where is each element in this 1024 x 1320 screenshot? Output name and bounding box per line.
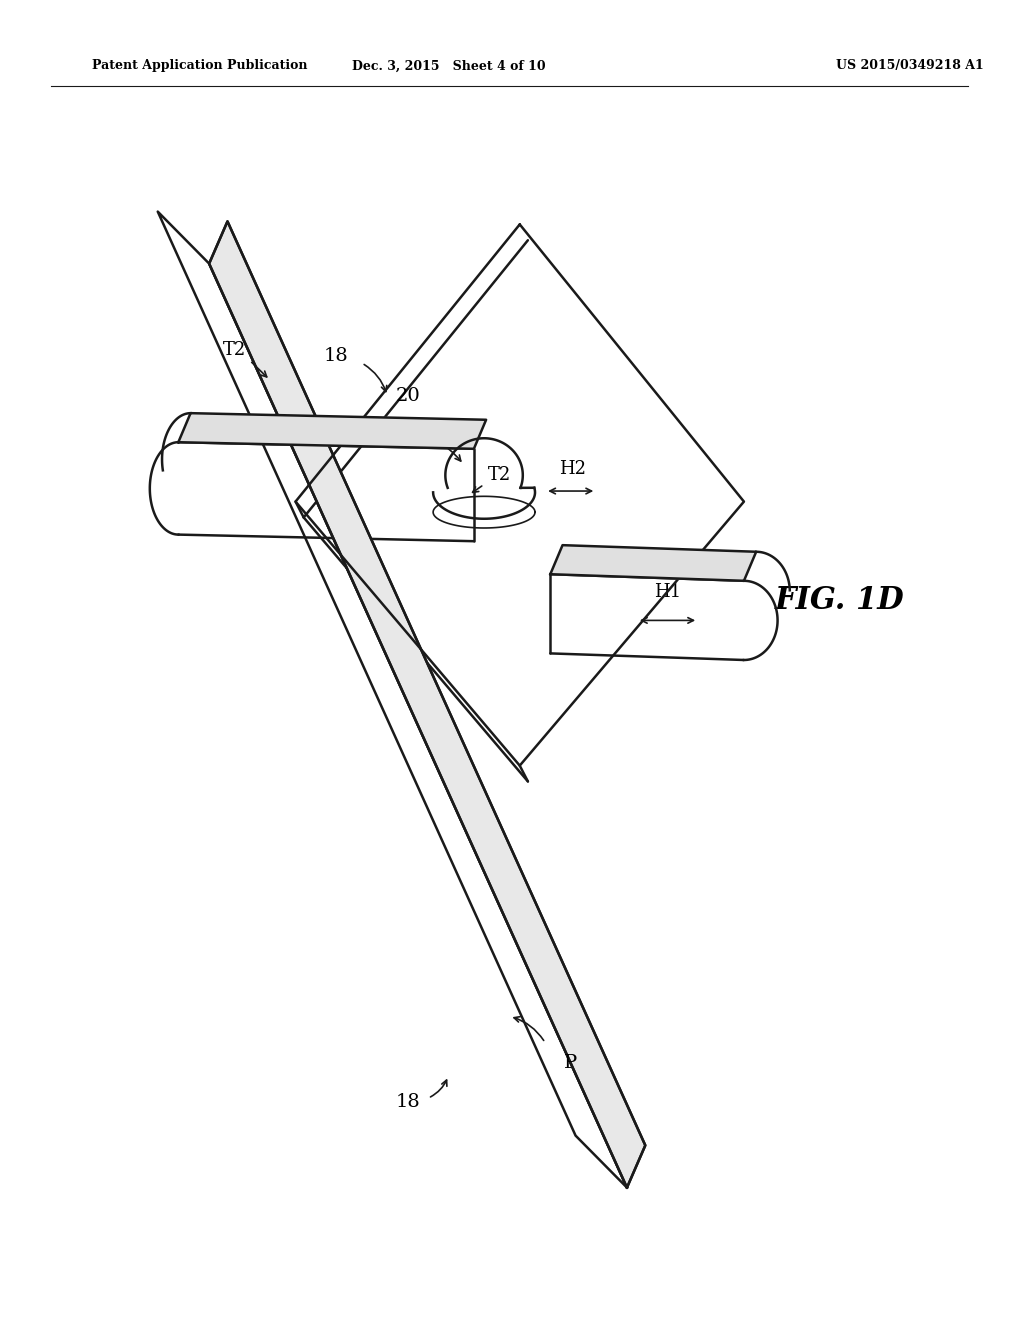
Text: 18: 18 xyxy=(324,347,349,366)
Text: Patent Application Publication: Patent Application Publication xyxy=(92,59,307,73)
Text: H2: H2 xyxy=(559,459,586,478)
Text: P: P xyxy=(564,1053,578,1072)
Text: H1: H1 xyxy=(654,582,681,601)
Text: FIG. 1D: FIG. 1D xyxy=(774,585,904,616)
Text: T2: T2 xyxy=(223,341,246,359)
Text: T2: T2 xyxy=(487,466,511,484)
Text: US 2015/0349218 A1: US 2015/0349218 A1 xyxy=(836,59,983,73)
Text: 18: 18 xyxy=(395,1093,420,1111)
Polygon shape xyxy=(550,545,756,581)
Text: 20: 20 xyxy=(395,387,420,405)
Polygon shape xyxy=(178,413,486,449)
Polygon shape xyxy=(209,222,645,1188)
Text: Dec. 3, 2015   Sheet 4 of 10: Dec. 3, 2015 Sheet 4 of 10 xyxy=(351,59,545,73)
